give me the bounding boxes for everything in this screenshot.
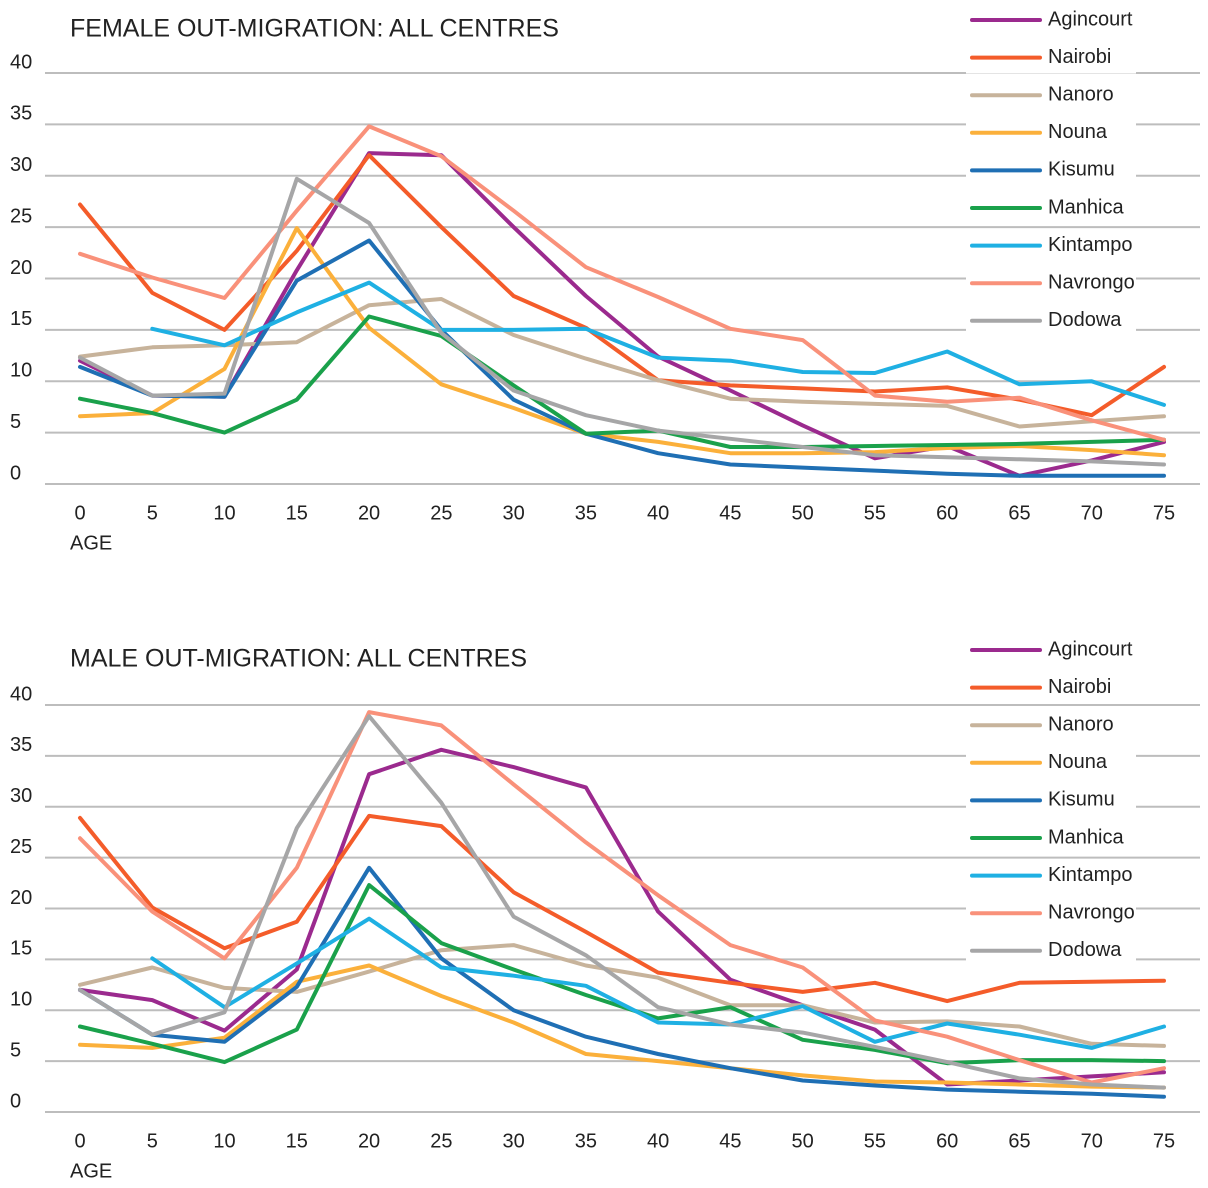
legend-label: Agincourt <box>1048 638 1133 660</box>
y-tick-label: 35 <box>10 734 32 756</box>
legend-label: Manhica <box>1048 196 1124 218</box>
x-tick-label: 30 <box>502 1130 524 1152</box>
series-line <box>78 714 1166 1090</box>
chart: MALE OUT-MIGRATION: ALL CENTRES 0 5 10 15 20 2… <box>10 634 1200 1182</box>
y-tick-label: 30 <box>10 785 32 807</box>
chart: FEMALE OUT-MIGRATION: ALL CENTRES 0 5 10 15 2… <box>10 4 1200 554</box>
legend-label: Nanoro <box>1048 83 1114 105</box>
y-tick-label: 5 <box>10 1039 21 1061</box>
legend-label: Navrongo <box>1048 901 1135 923</box>
y-tick-label: 40 <box>10 683 32 705</box>
x-tick-label: 30 <box>502 502 524 524</box>
series-line <box>78 226 1166 458</box>
legend-label: Nairobi <box>1048 676 1111 698</box>
y-tick-label: 25 <box>10 836 32 858</box>
series-line <box>78 710 1166 1085</box>
x-tick-label: 35 <box>575 502 597 524</box>
x-tick-label: 5 <box>147 1130 158 1152</box>
legend-label: Kisumu <box>1048 789 1115 811</box>
x-tick-label: 75 <box>1153 502 1175 524</box>
x-tick-label: 20 <box>358 1130 380 1152</box>
series-line <box>78 314 1166 449</box>
legend-label: Kisumu <box>1048 159 1115 181</box>
x-tick-label: 10 <box>213 1130 235 1152</box>
x-tick-label: 70 <box>1081 502 1103 524</box>
series-line <box>78 297 1166 429</box>
x-tick-label: 75 <box>1153 1130 1175 1152</box>
x-tick-label: 35 <box>575 1130 597 1152</box>
legend-label: Manhica <box>1048 826 1124 848</box>
legend-label: Navrongo <box>1048 271 1135 293</box>
series-line <box>150 280 1166 407</box>
series-line <box>78 124 1166 442</box>
x-tick-label: 65 <box>1008 1130 1030 1152</box>
x-tick-label: 5 <box>147 502 158 524</box>
y-tick-label: 40 <box>10 51 32 73</box>
x-axis-label: AGE <box>70 1160 112 1182</box>
x-tick-label: 40 <box>647 502 669 524</box>
x-tick-label: 20 <box>358 502 380 524</box>
x-tick-label: 60 <box>936 502 958 524</box>
y-tick-label: 10 <box>10 360 32 382</box>
x-tick-label: 25 <box>430 1130 452 1152</box>
series-line <box>78 813 1166 1004</box>
series-line <box>150 916 1166 1050</box>
legend-label: Nairobi <box>1048 46 1111 68</box>
x-tick-label: 60 <box>936 1130 958 1152</box>
legend-label: Kintampo <box>1048 864 1133 886</box>
y-tick-label: 0 <box>10 462 21 484</box>
series-line <box>78 865 1166 1099</box>
chart-title: FEMALE OUT-MIGRATION: ALL CENTRES <box>70 15 559 43</box>
y-tick-label: 25 <box>10 205 32 227</box>
x-tick-label: 55 <box>864 502 886 524</box>
y-tick-label: 15 <box>10 308 32 330</box>
y-tick-label: 35 <box>10 103 32 125</box>
x-tick-label: 15 <box>286 1130 308 1152</box>
x-tick-label: 0 <box>74 502 85 524</box>
series-line <box>78 176 1166 467</box>
series-line <box>78 963 1166 1090</box>
legend-label: Nouna <box>1048 751 1108 773</box>
x-tick-label: 0 <box>74 1130 85 1152</box>
y-tick-label: 5 <box>10 411 21 433</box>
legend-label: Kintampo <box>1048 234 1133 256</box>
y-tick-label: 30 <box>10 154 32 176</box>
x-tick-label: 55 <box>864 1130 886 1152</box>
legend-label: Agincourt <box>1048 8 1133 30</box>
series-line <box>78 943 1166 1048</box>
x-tick-label: 45 <box>719 1130 741 1152</box>
x-tick-label: 50 <box>792 502 814 524</box>
x-tick-label: 10 <box>213 502 235 524</box>
x-axis-label: AGE <box>70 532 112 554</box>
x-tick-label: 45 <box>719 502 741 524</box>
x-tick-label: 40 <box>647 1130 669 1152</box>
chart-title: MALE OUT-MIGRATION: ALL CENTRES <box>70 645 527 673</box>
x-tick-label: 50 <box>792 1130 814 1152</box>
legend-label: Nanoro <box>1048 713 1114 735</box>
series-line <box>78 883 1166 1066</box>
x-tick-label: 65 <box>1008 502 1030 524</box>
x-tick-label: 70 <box>1081 1130 1103 1152</box>
x-tick-label: 15 <box>286 502 308 524</box>
x-tick-label: 25 <box>430 502 452 524</box>
y-tick-label: 20 <box>10 257 32 279</box>
y-tick-label: 15 <box>10 938 32 960</box>
y-tick-label: 20 <box>10 887 32 909</box>
series-line <box>78 238 1166 478</box>
series-line <box>78 151 1166 478</box>
legend-label: Nouna <box>1048 121 1108 143</box>
y-tick-label: 10 <box>10 989 32 1011</box>
y-tick-label: 0 <box>10 1090 21 1112</box>
legend-label: Dodowa <box>1048 939 1122 961</box>
legend-label: Dodowa <box>1048 309 1122 331</box>
